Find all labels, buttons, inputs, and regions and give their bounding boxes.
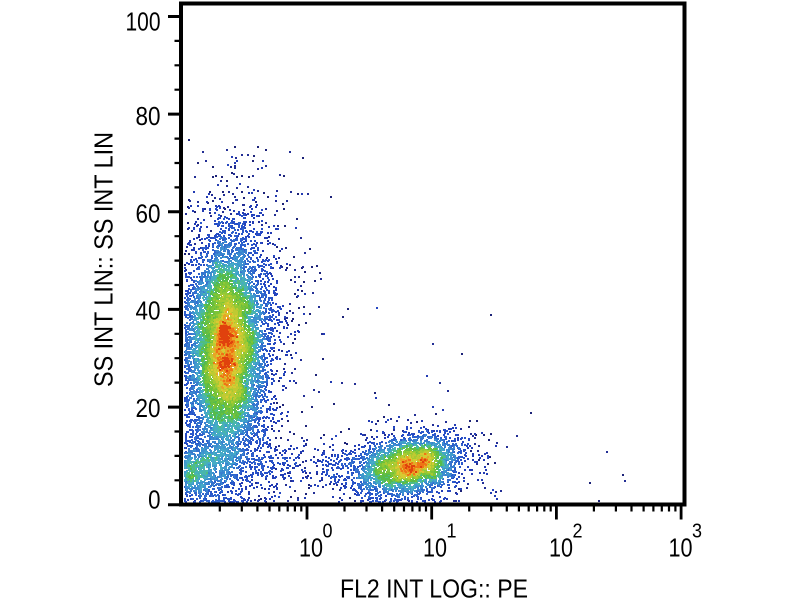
svg-text:1: 1 [447,521,457,543]
svg-text:10: 10 [423,533,447,563]
svg-text:10: 10 [669,533,693,563]
svg-text:3: 3 [692,521,702,543]
svg-text:FL2 INT LOG:: PE: FL2 INT LOG:: PE [340,574,528,600]
svg-text:80: 80 [136,101,161,131]
svg-text:0: 0 [323,521,333,543]
svg-text:20: 20 [136,393,161,423]
svg-text:10: 10 [549,533,573,563]
svg-text:SS INT LIN:: SS INT LIN: SS INT LIN:: SS INT LIN [89,132,119,387]
svg-text:10: 10 [299,533,323,563]
svg-text:100: 100 [126,6,161,36]
svg-text:40: 40 [136,296,161,326]
svg-text:60: 60 [136,199,161,229]
svg-text:2: 2 [573,521,583,543]
svg-text:0: 0 [148,485,160,515]
